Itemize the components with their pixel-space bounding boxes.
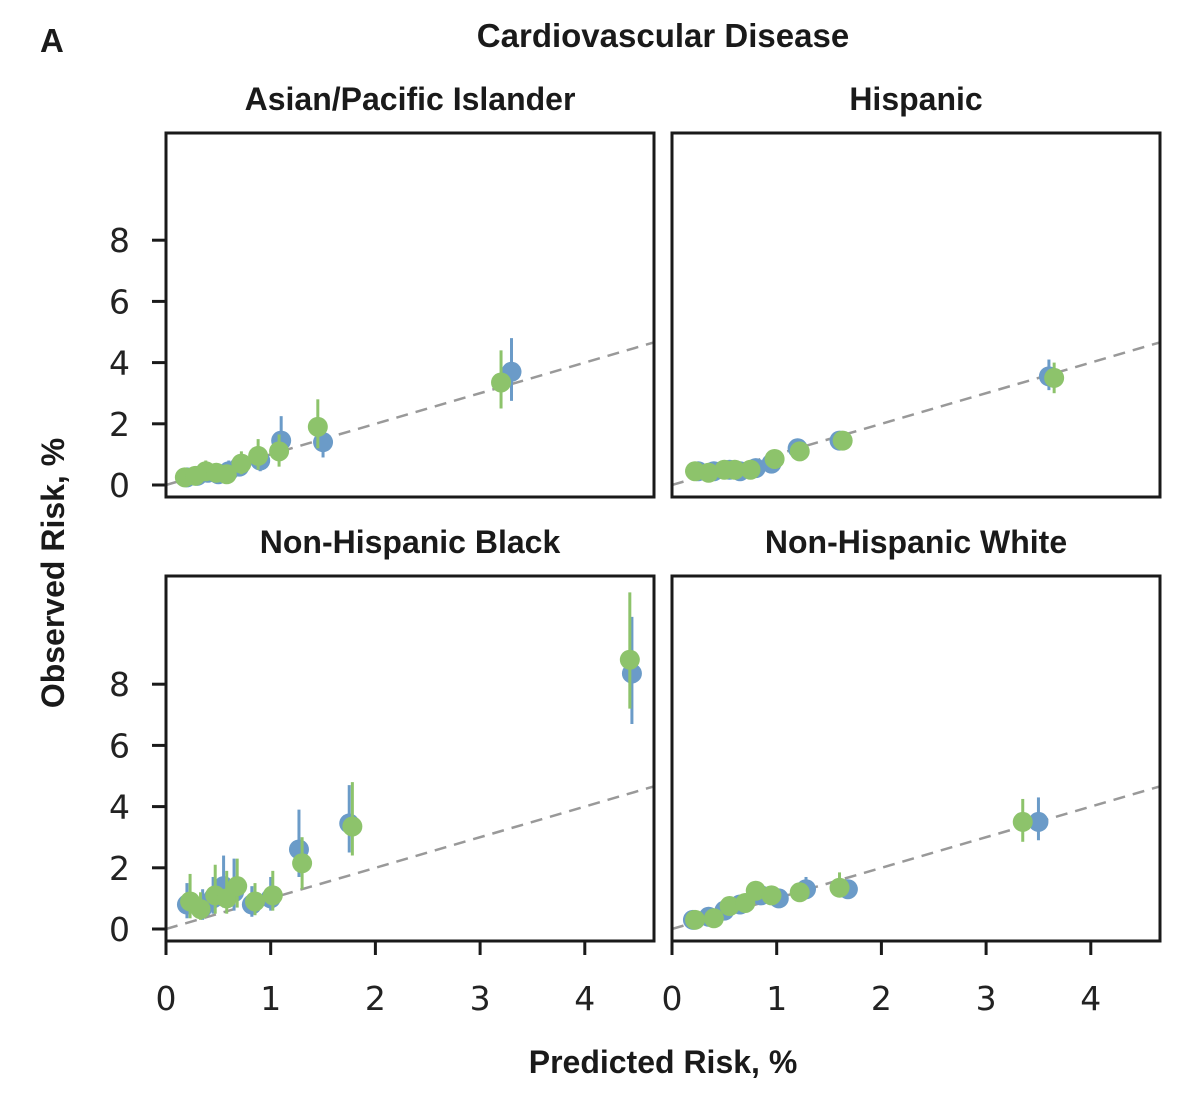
data-point [1044, 367, 1065, 388]
data-point [216, 464, 237, 485]
x-tick-label: 3 [976, 979, 997, 1018]
panel-1: Hispanic [670, 81, 1162, 499]
y-tick-label: 2 [109, 849, 130, 888]
series-green [685, 362, 1065, 483]
data-point [703, 908, 724, 929]
y-tick-label: 4 [109, 344, 130, 383]
data-point [231, 453, 252, 474]
panel-0: Asian/Pacific Islander 0 2 4 6 8 [109, 81, 656, 505]
panel-frame [670, 574, 1162, 943]
panel-plot-area [673, 785, 1159, 931]
series-green [180, 592, 640, 920]
data-point [685, 909, 706, 930]
data-point [619, 649, 640, 670]
chart-title: Cardiovascular Disease [477, 17, 849, 54]
panel-plot-area [167, 592, 653, 931]
x-tick-label: 1 [766, 979, 787, 1018]
data-point [342, 816, 363, 837]
panel-plot-area [673, 341, 1159, 487]
x-tick-label: 2 [365, 979, 386, 1018]
x-tick-label: 4 [574, 979, 595, 1018]
data-point [832, 430, 853, 451]
series-green [174, 350, 512, 488]
data-point [227, 876, 248, 897]
data-point [745, 880, 766, 901]
y-tick-label: 0 [109, 910, 130, 949]
data-point [719, 896, 740, 917]
panel-title: Non-Hispanic Black [260, 524, 561, 560]
panels-layer: Asian/Pacific Islander 0 2 4 6 8 Hispanic Non-H… [109, 81, 1162, 1018]
y-tick-label: 6 [109, 282, 130, 321]
x-tick-label: 1 [260, 979, 281, 1018]
data-point [262, 885, 283, 906]
data-point [829, 877, 850, 898]
panel-title: Asian/Pacific Islander [245, 81, 576, 117]
x-tick-label: 3 [470, 979, 491, 1018]
data-point [307, 416, 328, 437]
y-tick-label: 4 [109, 788, 130, 827]
x-tick-label: 0 [156, 979, 177, 1018]
panel-title: Non-Hispanic White [765, 524, 1067, 560]
panel-frame [164, 574, 656, 943]
y-tick-label: 2 [109, 405, 130, 444]
data-point [1028, 811, 1049, 832]
x-tick-label: 2 [871, 979, 892, 1018]
series-blue [176, 616, 642, 920]
data-point [190, 899, 211, 920]
data-point [789, 441, 810, 462]
data-point [244, 891, 265, 912]
data-point [698, 462, 719, 483]
y-tick-label: 6 [109, 726, 130, 765]
data-point [789, 882, 810, 903]
y-tick-label: 8 [109, 665, 130, 704]
x-tick-label: 0 [662, 979, 683, 1018]
data-point [724, 459, 745, 480]
data-point [740, 459, 761, 480]
panel-title: Hispanic [849, 81, 982, 117]
data-point [761, 885, 782, 906]
data-point [292, 853, 313, 874]
x-axis-label: Predicted Risk, % [529, 1044, 798, 1080]
y-axis-label: Observed Risk, % [35, 438, 71, 708]
panel-frame [670, 131, 1162, 499]
panel-plot-area [167, 338, 653, 488]
y-tick-label: 0 [109, 466, 130, 505]
panel-3: Non-Hispanic White 0 1 2 3 4 [662, 524, 1162, 1018]
data-point [269, 441, 290, 462]
panel-frame [164, 131, 656, 499]
y-tick-label: 8 [109, 221, 130, 260]
x-tick-label: 4 [1080, 979, 1101, 1018]
panel-label: A [40, 22, 64, 59]
data-point [764, 448, 785, 469]
panel-2: Non-Hispanic Black 0 2 4 6 8 0 1 2 3 4 [109, 524, 656, 1018]
data-point [248, 445, 269, 466]
data-point [491, 372, 512, 393]
data-point [1012, 811, 1033, 832]
series-green [685, 798, 1033, 930]
